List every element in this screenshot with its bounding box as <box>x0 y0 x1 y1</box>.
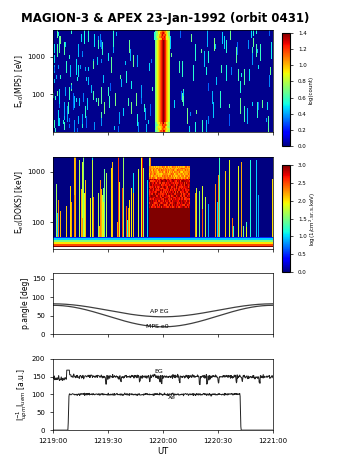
Text: EG: EG <box>155 369 164 374</box>
Y-axis label: log(1/cm$^2$.sr.s.keV): log(1/cm$^2$.sr.s.keV) <box>308 192 319 246</box>
Y-axis label: p.angle [deg]: p.angle [deg] <box>21 278 30 329</box>
Y-axis label: E$_{e0}$(DOKS) [keV]: E$_{e0}$(DOKS) [keV] <box>13 171 26 234</box>
Y-axis label: log(count): log(count) <box>308 75 313 104</box>
X-axis label: UT: UT <box>157 446 168 456</box>
Text: MAGION-3 & APEX 23-Jan-1992 (orbit 0431): MAGION-3 & APEX 23-Jan-1992 (orbit 0431) <box>21 12 310 25</box>
Y-axis label: I$_{upm}^{-1}$I$_{uem}$ [a.u.]: I$_{upm}^{-1}$I$_{uem}$ [a.u.] <box>15 368 30 421</box>
Text: Xe: Xe <box>168 395 176 400</box>
Text: MPS e0: MPS e0 <box>146 324 169 329</box>
Text: AP EG: AP EG <box>150 309 169 314</box>
Y-axis label: E$_{e0}$(MPS) [eV]: E$_{e0}$(MPS) [eV] <box>13 54 26 108</box>
